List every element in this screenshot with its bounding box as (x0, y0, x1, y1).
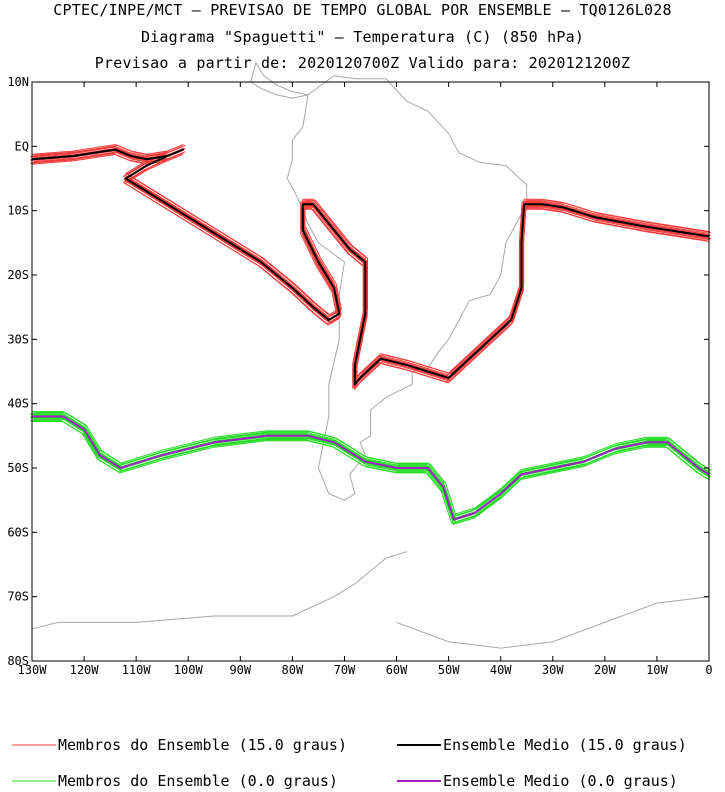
series-2-member-7 (30, 416, 708, 521)
x-tick-label-11: 20W (594, 663, 616, 677)
chart-title-line-2: Diagrama "Spaguetti" – Temperatura (C) (… (140, 28, 585, 46)
y-tick-label-2: 10S (7, 204, 29, 218)
contour-series (29, 144, 712, 525)
legend-label-3: Ensemble Medio (0.0 graus) (443, 772, 678, 790)
x-tick-label-6: 70W (334, 663, 356, 677)
series-2-member-9 (33, 418, 712, 523)
series-2-member-11 (29, 420, 708, 524)
x-tick-label-8: 50W (438, 663, 460, 677)
y-tick-label-6: 50S (7, 461, 29, 475)
legend-label-2: Membros do Ensemble (0.0 graus) (58, 772, 338, 790)
x-tick-label-3: 100W (174, 663, 204, 677)
plot-frame (31, 81, 710, 662)
chart-title-line-1: CPTEC/INPE/MCT – PREVISAO DE TEMPO GLOBA… (53, 1, 672, 19)
y-tick-label-1: EQ (15, 139, 29, 153)
land-outlines (31, 61, 710, 649)
series-1-mean-line (31, 148, 710, 386)
series-0-member-12 (31, 154, 709, 390)
land-central-america (250, 61, 309, 99)
x-tick-label-13: 0 (705, 663, 712, 677)
series-0-member-11 (29, 153, 707, 389)
x-tick-label-5: 80W (282, 663, 304, 677)
x-tick-label-12: 10W (646, 663, 668, 677)
x-tick-label-7: 60W (386, 663, 408, 677)
series-0-member-8 (30, 150, 708, 387)
legend-label-0: Membros do Ensemble (15.0 graus) (58, 736, 347, 754)
land-antarctic-peninsula (31, 551, 408, 630)
y-tick-label-5: 40S (7, 397, 29, 411)
series-2-member-1 (32, 411, 710, 515)
series-0-member-10 (32, 152, 710, 388)
series-0-member-2 (34, 145, 712, 381)
x-tick-label-9: 40W (490, 663, 512, 677)
y-tick-label-4: 30S (7, 332, 29, 346)
y-tick-label-7: 60S (7, 525, 29, 539)
y-tick-label-0: 10N (7, 75, 29, 89)
x-tick-label-4: 90W (229, 663, 251, 677)
chart-title-line-3: Previsao a partir de: 2020120700Z Valido… (94, 54, 631, 72)
land-antarctic-coast-east (396, 596, 710, 649)
land-south-america (286, 75, 528, 501)
y-tick-label-3: 20S (7, 268, 29, 282)
series-2-member-10 (32, 419, 711, 524)
series-3-mean-line (32, 415, 710, 521)
series-2-member-12 (31, 421, 709, 525)
axis-ticks: 130W 120W 110W 100W 90W 80W 70W 60W 50W 40W 30W 20W… (7, 75, 712, 677)
series-0-member-1 (31, 144, 710, 380)
x-tick-label-10: 30W (542, 663, 564, 677)
legend: Membros do Ensemble (15.0 graus) Ensemble… (12, 736, 687, 790)
y-tick-label-8: 70S (7, 590, 29, 604)
x-tick-label-1: 120W (70, 663, 100, 677)
legend-label-1: Ensemble Medio (15.0 graus) (443, 736, 687, 754)
x-tick-label-2: 110W (122, 663, 152, 677)
x-tick-label-0: 130W (18, 663, 48, 677)
y-tick-label-9: 80S (7, 654, 29, 668)
